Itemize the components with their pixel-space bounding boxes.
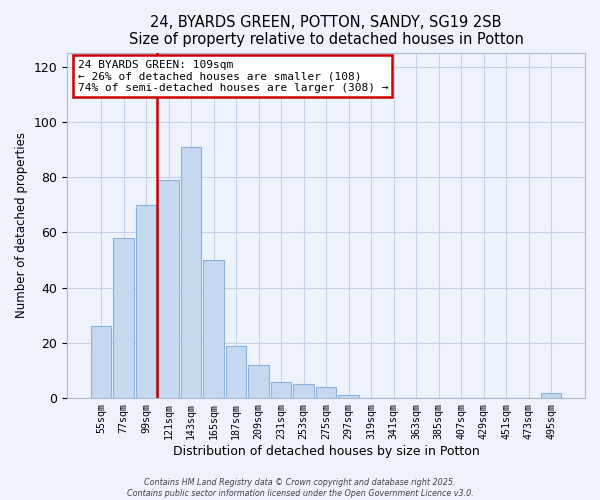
Text: 24 BYARDS GREEN: 109sqm
← 26% of detached houses are smaller (108)
74% of semi-d: 24 BYARDS GREEN: 109sqm ← 26% of detache… [77,60,388,93]
Bar [203,260,224,398]
Bar [338,396,359,398]
Bar [136,204,157,398]
Bar [226,346,247,398]
Text: Contains HM Land Registry data © Crown copyright and database right 2025.
Contai: Contains HM Land Registry data © Crown c… [127,478,473,498]
Bar [91,326,112,398]
Bar [181,146,202,398]
Bar [113,238,134,398]
Bar [158,180,179,398]
Bar [541,392,562,398]
Title: 24, BYARDS GREEN, POTTON, SANDY, SG19 2SB
Size of property relative to detached : 24, BYARDS GREEN, POTTON, SANDY, SG19 2S… [128,15,524,48]
Bar [248,365,269,398]
Bar [271,382,292,398]
X-axis label: Distribution of detached houses by size in Potton: Distribution of detached houses by size … [173,444,479,458]
Y-axis label: Number of detached properties: Number of detached properties [15,132,28,318]
Bar [293,384,314,398]
Bar [316,387,337,398]
